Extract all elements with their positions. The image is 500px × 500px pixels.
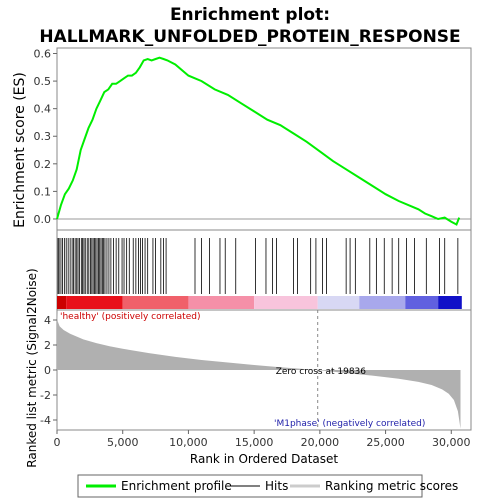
es-y-tick-label: 0.1: [34, 185, 52, 198]
metric-y-axis: 4 2 0 -2 -4: [40, 314, 57, 427]
hits-marks: [57, 238, 459, 294]
es-y-tick-label: 0.4: [34, 103, 52, 116]
x-tick-label: 5,000: [107, 436, 139, 449]
metric-y-tick-label: 2: [44, 339, 51, 352]
rank-bar-segment: [188, 296, 255, 309]
legend-label: Ranking metric scores: [325, 479, 458, 493]
negative-correlation-label: 'M1phase' (negatively correlated): [274, 419, 425, 429]
rank-bar-segment: [359, 296, 406, 309]
positive-correlation-label: 'healthy' (positively correlated): [60, 312, 200, 322]
x-axis: 0 5,000 10,000 15,000 20,000 25,000 30,000: [54, 430, 471, 449]
chart-title-line2: HALLMARK_UNFOLDED_PROTEIN_RESPONSE: [39, 27, 460, 47]
rank-bar-segment: [122, 296, 189, 309]
metric-y-tick-label: 4: [44, 314, 51, 327]
rank-color-bar: [57, 296, 462, 309]
es-panel-frame: [56, 47, 472, 231]
metric-y-tick-label: 0: [44, 364, 51, 377]
es-y-axis: 0.0 0.1 0.2 0.3 0.4 0.5 0.6: [34, 48, 57, 226]
chart-title-line1: Enrichment plot:: [170, 5, 330, 25]
zero-cross-label: Zero cross at 19836: [276, 367, 367, 377]
rank-bar-segment: [438, 296, 462, 309]
x-tick-label: 25,000: [366, 436, 405, 449]
es-y-tick-label: 0.0: [34, 213, 52, 226]
legend-label: Enrichment profile: [121, 479, 232, 493]
enrichment-profile-line: [56, 56, 461, 226]
es-y-tick-label: 0.3: [34, 130, 52, 143]
x-tick-label: 20,000: [301, 436, 340, 449]
rank-bar-segment: [317, 296, 360, 309]
ranking-metric-area: [57, 312, 461, 429]
rank-bar-segment: [57, 296, 67, 309]
x-tick-label: 15,000: [235, 436, 274, 449]
metric-y-axis-label: Ranked list metric (Signal2Noise): [25, 268, 39, 467]
es-y-tick-label: 0.6: [34, 48, 52, 61]
es-y-axis-label: Enrichment score (ES): [12, 72, 28, 228]
metric-y-tick-label: -4: [40, 414, 51, 427]
metric-y-tick-label: -2: [40, 389, 51, 402]
x-tick-label: 10,000: [169, 436, 208, 449]
legend: Enrichment profile Hits Ranking metric sco…: [86, 479, 458, 493]
x-tick-label: 0: [54, 436, 61, 449]
x-axis-label: Rank in Ordered Dataset: [190, 452, 338, 466]
es-y-tick-label: 0.5: [34, 75, 52, 88]
es-y-tick-label: 0.2: [34, 158, 52, 171]
legend-label: Hits: [265, 479, 288, 493]
rank-bar-segment: [66, 296, 123, 309]
rank-bar-segment: [254, 296, 318, 309]
x-tick-label: 30,000: [432, 436, 471, 449]
rank-bar-segment: [405, 296, 439, 309]
